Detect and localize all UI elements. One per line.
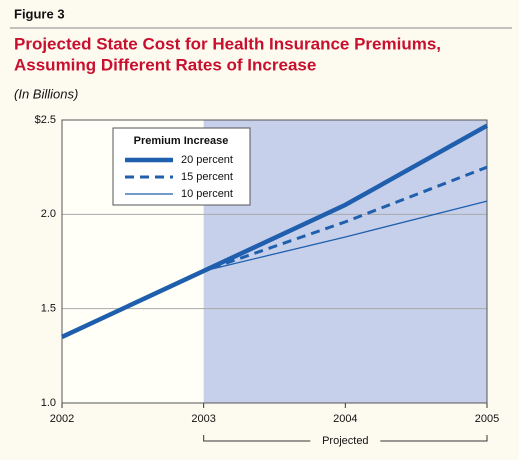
legend-box bbox=[112, 127, 251, 206]
y-tick-label: 1.5 bbox=[41, 303, 56, 315]
x-tick-label: 2003 bbox=[191, 413, 215, 425]
legend-label: 20 percent bbox=[181, 154, 233, 166]
projected-region bbox=[203, 120, 487, 403]
x-tick-label: 2002 bbox=[50, 413, 74, 425]
legend-title: Premium Increase bbox=[134, 135, 229, 147]
y-tick-label: 2.0 bbox=[41, 208, 56, 220]
x-tick-label: 2005 bbox=[475, 413, 499, 425]
chart-title: Assuming Different Rates of Increase bbox=[14, 55, 316, 74]
chart-title: Projected State Cost for Health Insuranc… bbox=[14, 34, 441, 53]
projected-label: Projected bbox=[322, 435, 368, 447]
x-tick-label: 2004 bbox=[333, 413, 357, 425]
figure-label: Figure 3 bbox=[14, 6, 65, 21]
y-tick-label: 1.0 bbox=[41, 397, 56, 409]
legend-label: 10 percent bbox=[181, 188, 233, 200]
y-axis-label: (In Billions) bbox=[14, 86, 78, 101]
y-tick-label: $2.5 bbox=[35, 114, 56, 126]
projected-label-bg bbox=[310, 434, 381, 448]
plot-border bbox=[61, 119, 488, 404]
series-line bbox=[61, 200, 488, 338]
legend-label: 15 percent bbox=[181, 171, 233, 183]
